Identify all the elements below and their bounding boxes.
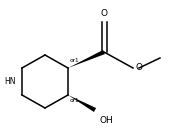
Polygon shape (68, 95, 96, 112)
Text: HN: HN (4, 78, 16, 87)
Text: O: O (136, 63, 143, 72)
Text: O: O (100, 9, 107, 18)
Text: or1: or1 (70, 98, 80, 103)
Polygon shape (68, 50, 105, 68)
Text: or1: or1 (70, 58, 80, 63)
Text: OH: OH (100, 116, 114, 125)
